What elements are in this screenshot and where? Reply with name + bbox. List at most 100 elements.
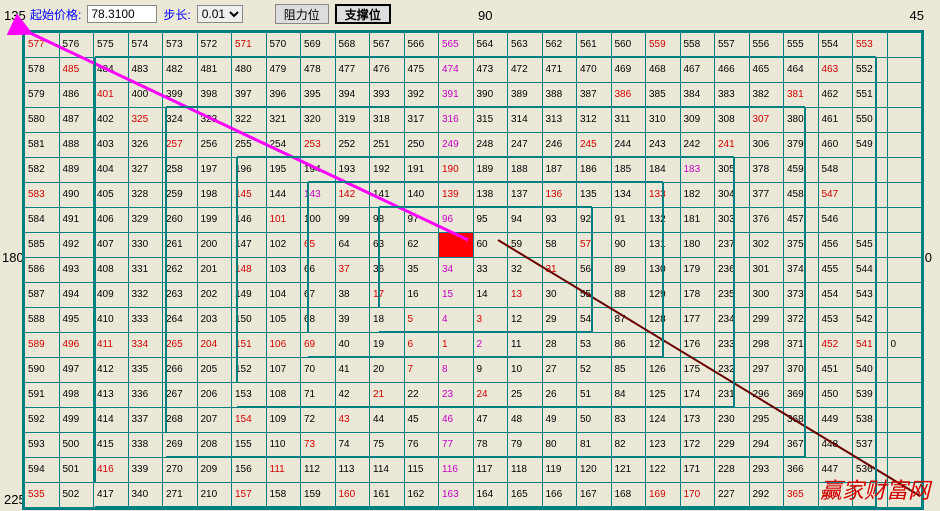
grid-cell: 108 (266, 383, 301, 408)
grid-cell: 137 (508, 183, 543, 208)
grid-cell: 128 (646, 308, 681, 333)
grid-cell: 156 (232, 458, 267, 483)
grid-cell: 181 (680, 208, 715, 233)
grid-cell: 576 (59, 33, 94, 58)
grid-cell: 334 (128, 333, 163, 358)
support-button[interactable]: 支撑位 (335, 4, 391, 24)
grid-cell: 372 (784, 308, 819, 333)
grid-cell: 189 (473, 158, 508, 183)
grid-cell: 24 (473, 383, 508, 408)
grid-cell: 324 (163, 108, 198, 133)
grid-cell: 68 (301, 308, 336, 333)
grid-cell: 329 (128, 208, 163, 233)
grid-cell (853, 183, 888, 208)
grid-cell: 56 (577, 258, 612, 283)
grid-cell: 67 (301, 283, 336, 308)
grid-cell: 386 (611, 83, 646, 108)
grid-cell: 493 (59, 258, 94, 283)
grid-cell: 208 (197, 433, 232, 458)
grid-cell: 107 (266, 358, 301, 383)
grid-cell: 158 (266, 483, 301, 508)
grid-cell: 316 (439, 108, 474, 133)
grid-cell: 105 (266, 308, 301, 333)
grid-cell: 97 (404, 208, 439, 233)
grid-cell: 499 (59, 408, 94, 433)
grid-cell: 491 (59, 208, 94, 233)
grid-cell: 210 (197, 483, 232, 508)
grid-cell: 502 (59, 483, 94, 508)
grid-cell: 552 (853, 58, 888, 83)
grid-cell: 25 (508, 383, 543, 408)
grid-cell: 486 (59, 83, 94, 108)
grid-cell: 46 (439, 408, 474, 433)
grid-cell: 264 (163, 308, 198, 333)
grid-cell: 307 (749, 108, 784, 133)
grid-cell: 490 (59, 183, 94, 208)
step-select[interactable]: 0.01 (197, 5, 243, 23)
grid-cell (887, 433, 922, 458)
grid-cell: 63 (370, 233, 405, 258)
grid-cell: 26 (542, 383, 577, 408)
grid-cell: 163 (439, 483, 474, 508)
grid-cell: 543 (853, 283, 888, 308)
grid-cell: 49 (542, 408, 577, 433)
grid-cell: 199 (197, 208, 232, 233)
grid-cell: 124 (646, 408, 681, 433)
grid-cell: 1 (439, 333, 474, 358)
grid-cell: 237 (715, 233, 750, 258)
grid-cell: 246 (542, 133, 577, 158)
grid-cell: 487 (59, 108, 94, 133)
grid-cell: 36 (370, 258, 405, 283)
grid-cell: 244 (611, 133, 646, 158)
grid-cell: 540 (853, 358, 888, 383)
grid-cell: 310 (646, 108, 681, 133)
grid-cell: 112 (301, 458, 336, 483)
grid-cell: 338 (128, 433, 163, 458)
grid-cell: 20 (370, 358, 405, 383)
grid-cell: 31 (542, 258, 577, 283)
grid-cell: 323 (197, 108, 232, 133)
grid-cell: 374 (784, 258, 819, 283)
grid-cell: 52 (577, 358, 612, 383)
grid-cell: 95 (473, 208, 508, 233)
grid-cell (887, 158, 922, 183)
grid-cell: 578 (25, 58, 60, 83)
start-price-input[interactable] (87, 5, 157, 23)
grid-cell (887, 133, 922, 158)
grid-cell: 378 (749, 158, 784, 183)
grid-cell: 340 (128, 483, 163, 508)
grid-cell: 82 (611, 433, 646, 458)
grid-cell: 48 (508, 408, 543, 433)
grid-cell: 129 (646, 283, 681, 308)
grid-cell: 194 (301, 158, 336, 183)
grid-cell: 469 (611, 58, 646, 83)
grid-cell: 90 (611, 233, 646, 258)
grid-cell: 162 (404, 483, 439, 508)
grid-cell: 410 (94, 308, 129, 333)
grid-cell: 409 (94, 283, 129, 308)
grid-cell: 45 (404, 408, 439, 433)
grid-cell: 192 (370, 158, 405, 183)
grid-cell: 464 (784, 58, 819, 83)
grid-cell: 54 (577, 308, 612, 333)
grid-cell: 11 (508, 333, 543, 358)
resistance-button[interactable]: 阻力位 (275, 4, 329, 24)
grid-cell: 44 (370, 408, 405, 433)
grid-cell: 153 (232, 383, 267, 408)
grid-cell: 198 (197, 183, 232, 208)
grid-cell: 92 (577, 208, 612, 233)
grid-cell: 553 (853, 33, 888, 58)
grid-cell (887, 83, 922, 108)
grid-cell: 548 (818, 158, 853, 183)
grid-cell: 102 (266, 233, 301, 258)
grid-cell: 110 (266, 433, 301, 458)
grid-cell: 480 (232, 58, 267, 83)
grid-cell: 73 (301, 433, 336, 458)
angle-90: 90 (478, 8, 492, 23)
grid-cell: 127 (646, 333, 681, 358)
grid-cell: 172 (680, 433, 715, 458)
grid-cell: 231 (715, 383, 750, 408)
grid-cell: 262 (163, 258, 198, 283)
grid-cell: 395 (301, 83, 336, 108)
grid-cell: 591 (25, 383, 60, 408)
